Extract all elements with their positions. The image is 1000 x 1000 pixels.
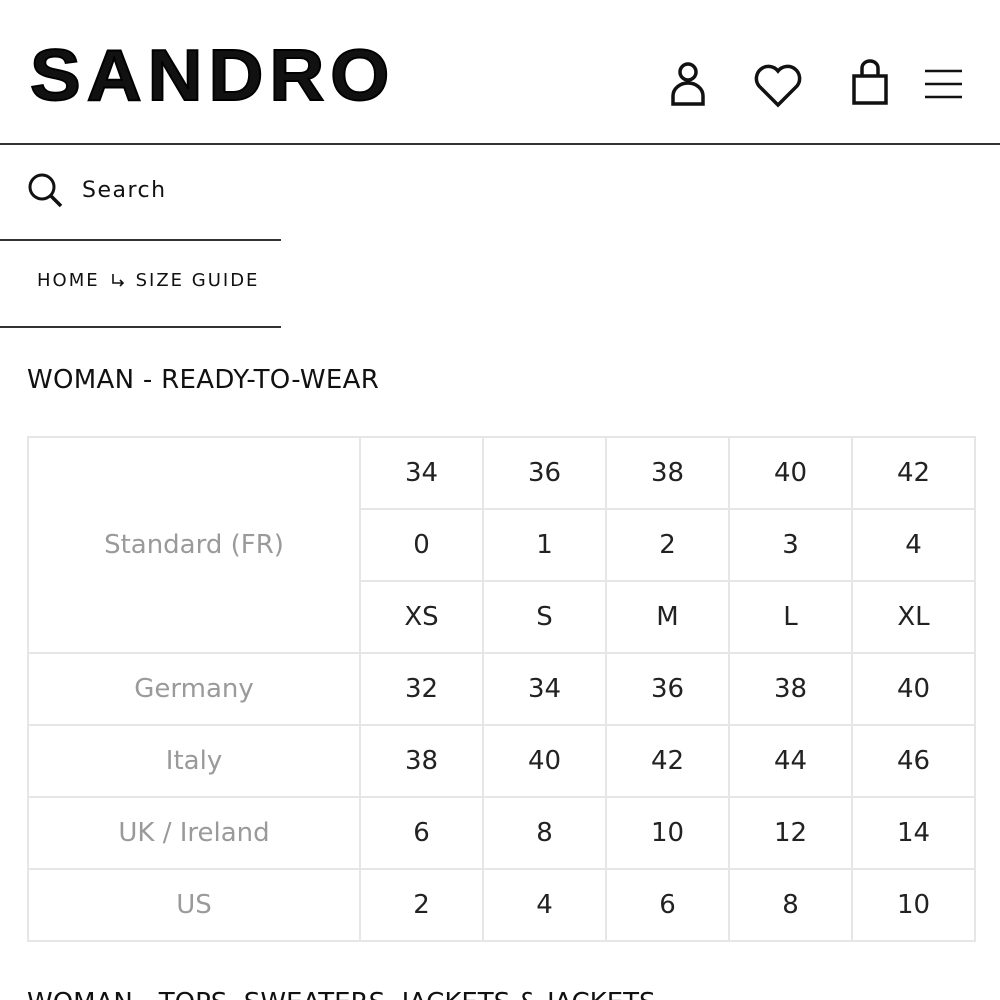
section-title: WOMAN - TOPS, SWEATERS, JACKETS & JACKET… [27, 988, 656, 1000]
size-cell: 10 [605, 796, 730, 870]
row-label: Germany [27, 652, 361, 726]
breadcrumb: HOME SIZE GUIDE [37, 270, 259, 291]
size-cell: 40 [851, 652, 976, 726]
size-cell: M [605, 580, 730, 654]
size-cell: 10 [851, 868, 976, 942]
row-label: UK / Ireland [27, 796, 361, 870]
breadcrumb-current: SIZE GUIDE [135, 270, 260, 291]
size-cell: 34 [482, 652, 607, 726]
account-icon[interactable] [671, 62, 705, 106]
divider [0, 239, 281, 241]
size-cell: 12 [728, 796, 853, 870]
size-cell: 42 [851, 436, 976, 510]
size-cell: 32 [359, 652, 484, 726]
table-row: Standard (FR) 34 36 38 40 42 [27, 436, 976, 654]
size-cell: S [482, 580, 607, 654]
size-cell: 40 [728, 436, 853, 510]
size-cell: 4 [482, 868, 607, 942]
size-cell: 36 [605, 652, 730, 726]
size-cell: 1 [482, 508, 607, 582]
size-cell: 2 [605, 508, 730, 582]
size-cell: 0 [359, 508, 484, 582]
size-cell: 38 [728, 652, 853, 726]
size-cell: 46 [851, 724, 976, 798]
row-label: Italy [27, 724, 361, 798]
size-cell: 42 [605, 724, 730, 798]
size-cell: XL [851, 580, 976, 654]
breadcrumb-arrow [111, 273, 124, 287]
table-row: US 2 4 6 8 10 [27, 868, 976, 942]
table-row: XS S M L XL [28, 580, 976, 654]
size-cell: 36 [482, 436, 607, 510]
size-cell: 40 [482, 724, 607, 798]
header-divider [0, 143, 1000, 145]
size-cell: 6 [359, 796, 484, 870]
size-cell: 14 [851, 796, 976, 870]
size-cell: 3 [728, 508, 853, 582]
menu-icon[interactable] [925, 69, 962, 99]
size-cell: 6 [605, 868, 730, 942]
size-table: Standard (FR) 34 36 38 40 42 0 1 2 3 4 XS S M L XL Germa… [27, 436, 976, 942]
size-cell: 8 [728, 868, 853, 942]
wishlist-icon[interactable] [754, 64, 802, 108]
size-cell: 38 [605, 436, 730, 510]
breadcrumb-link[interactable]: HOME [37, 270, 100, 291]
size-cell: 34 [359, 436, 484, 510]
size-cell: 8 [482, 796, 607, 870]
size-cell: 38 [359, 724, 484, 798]
table-row: Italy 38 40 42 44 46 [27, 724, 976, 798]
row-label: US [27, 868, 361, 942]
size-cell: 2 [359, 868, 484, 942]
section-title: WOMAN - READY-TO-WEAR [27, 365, 380, 395]
bag-icon[interactable] [852, 59, 888, 105]
header-icons [671, 59, 962, 108]
divider [0, 326, 281, 328]
size-cell: 4 [851, 508, 976, 582]
search-field[interactable]: Search [82, 178, 167, 203]
size-cell: 44 [728, 724, 853, 798]
search-icon[interactable] [27, 172, 65, 210]
table-row: Germany 32 34 36 38 40 [27, 652, 976, 726]
size-cell: L [728, 580, 853, 654]
table-row: UK / Ireland 6 8 10 12 14 [27, 796, 976, 870]
row-label: Standard (FR) [27, 436, 361, 654]
size-cell: XS [359, 580, 484, 654]
logo[interactable]: SANDRO [29, 35, 396, 116]
